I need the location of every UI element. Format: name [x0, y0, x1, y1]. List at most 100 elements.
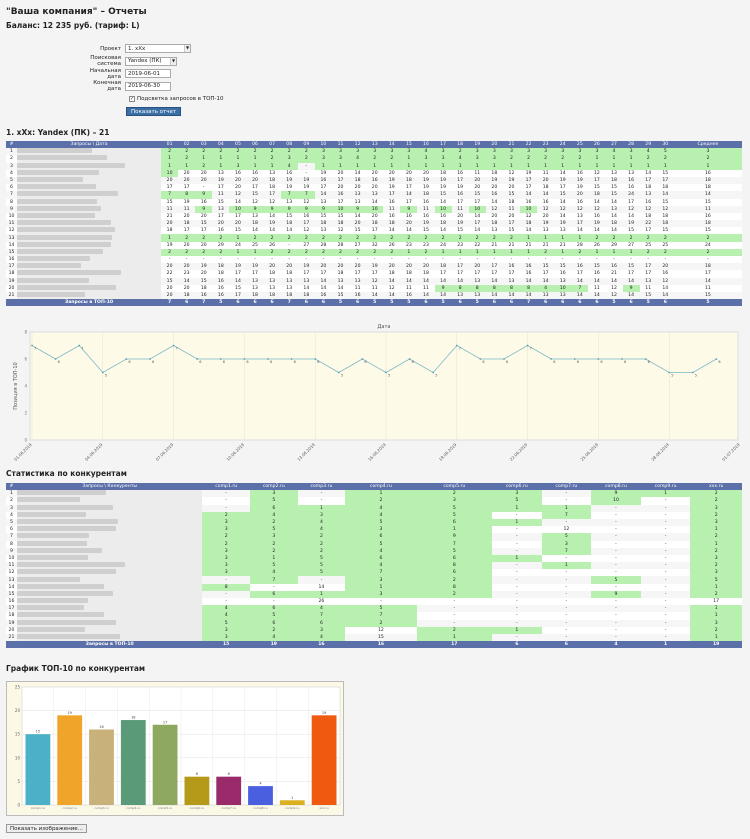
col-day: 28 — [623, 141, 640, 148]
query-cell — [17, 569, 202, 576]
footer-cell: 4 — [591, 641, 641, 648]
position-cell: 2 — [264, 234, 281, 241]
competitor-cell: 2 — [202, 512, 250, 519]
position-cell: 2 — [452, 234, 469, 241]
blurred-query — [17, 242, 111, 247]
query-cell — [17, 598, 202, 605]
position-cell: 17 — [537, 270, 554, 277]
position-cell: 21 — [554, 242, 571, 249]
blurred-query — [17, 285, 116, 290]
row-num: 13 — [6, 576, 17, 583]
position-cell: 18 — [640, 184, 657, 191]
footer-cell: 6 — [623, 299, 640, 306]
position-cell: 17 — [178, 227, 195, 234]
row-num: 16 — [6, 598, 17, 605]
competitor-cell: 17 — [690, 598, 742, 605]
plot-area — [30, 332, 738, 440]
position-cell: 12 — [298, 199, 315, 206]
position-cell: 21 — [520, 242, 537, 249]
position-cell: 2 — [332, 249, 349, 256]
table-row: 13 1 2 2 2 1 2 2 2 2 2 2 2 2 2 2 2 2 2 2 2 2 1 1 1 1 2 2 2 2 2 2 — [6, 234, 742, 241]
position-cell: 20 — [195, 177, 212, 184]
end-date-input[interactable]: 2019-06-30 — [125, 82, 171, 91]
competitor-cell: 6 — [417, 569, 492, 576]
position-cell: 14 — [400, 278, 417, 285]
position-cell: 14 — [435, 227, 452, 234]
position-cell: - — [588, 256, 605, 263]
footer-cell: 16 — [345, 641, 416, 648]
position-cell: 3 — [332, 148, 349, 155]
col-competitor: comp5.ru — [417, 483, 492, 490]
competitor-cell: 5 — [202, 620, 250, 627]
position-cell: - — [469, 256, 486, 263]
position-cell: 2 — [640, 234, 657, 241]
blurred-query — [17, 256, 90, 261]
position-cell: 18 — [486, 220, 503, 227]
position-cell: 14 — [605, 278, 622, 285]
position-cell: 11 — [366, 285, 383, 292]
position-cell: 13 — [315, 199, 332, 206]
position-cell: 4 — [452, 155, 469, 162]
position-cell: - — [161, 256, 178, 263]
blurred-query — [17, 569, 116, 574]
position-cell: 14 — [520, 227, 537, 234]
engine-select[interactable]: Yandex (ПК) ▼ — [125, 57, 177, 66]
data-label: 5 — [341, 374, 343, 378]
query-cell — [17, 620, 202, 627]
row-num: 4 — [6, 512, 17, 519]
blurred-query — [17, 170, 99, 175]
position-cell: 15 — [657, 227, 674, 234]
position-cell: 2 — [212, 234, 229, 241]
position-cell: 4 — [537, 285, 554, 292]
position-cell: 16 — [212, 285, 229, 292]
position-cell: 3 — [281, 155, 298, 162]
competitor-cell: 3 — [298, 627, 346, 634]
position-cell: 14 — [315, 278, 332, 285]
position-cell: 14 — [178, 278, 195, 285]
position-cell: 8 — [503, 285, 520, 292]
project-select[interactable]: 1. xXx ▼ — [125, 44, 191, 53]
show-image-button[interactable]: Показать изображение... — [6, 824, 87, 833]
competitor-cell: - — [417, 598, 492, 605]
position-cell: 2 — [298, 148, 315, 155]
footer-cell: 6 — [264, 299, 281, 306]
position-cell: 14 — [349, 170, 366, 177]
position-cell: - — [554, 256, 571, 263]
position-cell: 15 — [229, 285, 246, 292]
table-row: 13-7-3 2- -5-5 — [6, 576, 742, 583]
competitor-cell: 4 — [202, 612, 250, 619]
start-date-input[interactable]: 2019-06-01 — [125, 69, 171, 78]
position-cell: 3 — [503, 148, 520, 155]
line-chart-svg: ДатаПозиция в ТОП-100246876756 676 6 6 6 6 656… — [6, 320, 742, 472]
competitor-cell: 2 — [417, 576, 492, 583]
position-cell: 18 — [281, 270, 298, 277]
competitor-cell: - — [591, 605, 641, 612]
position-cell: 10 — [161, 170, 178, 177]
table-row: 1-3-123-912 — [6, 490, 742, 497]
data-label: 6 — [294, 360, 296, 364]
blurred-query — [17, 627, 85, 632]
competitor-cell: 2 — [690, 562, 742, 569]
bar-value: 1 — [291, 796, 293, 800]
table-row: 5324561---3 — [6, 519, 742, 526]
table-row: 7 7 8 9 11 12 15 17 7 7 14 16 13 13 17 14 18 15 16 15 16 15 14… — [6, 191, 742, 198]
position-cell: 23 — [400, 242, 417, 249]
show-report-button[interactable]: Показать отчет — [126, 107, 181, 116]
position-cell: 19 — [161, 242, 178, 249]
position-cell: 13 — [332, 278, 349, 285]
position-cell: 20 — [161, 220, 178, 227]
position-cell: 18 — [657, 184, 674, 191]
position-cell: 3 — [554, 148, 571, 155]
position-cell: 15 — [623, 263, 640, 270]
competitor-cell: 2 — [202, 533, 250, 540]
position-cell: - — [229, 256, 246, 263]
col-competitor: comp8.ru — [591, 483, 641, 490]
highlight-checkbox[interactable]: ✓ — [129, 96, 135, 102]
table-row: 12222222223333334323333333343453 — [6, 148, 742, 155]
position-cell: 14 — [229, 199, 246, 206]
position-cell: 13 — [486, 227, 503, 234]
blurred-query — [17, 562, 125, 567]
position-cell: 3 — [537, 148, 554, 155]
start-date-label: Начальная дата — [80, 68, 125, 80]
position-cell: 24 — [435, 242, 452, 249]
